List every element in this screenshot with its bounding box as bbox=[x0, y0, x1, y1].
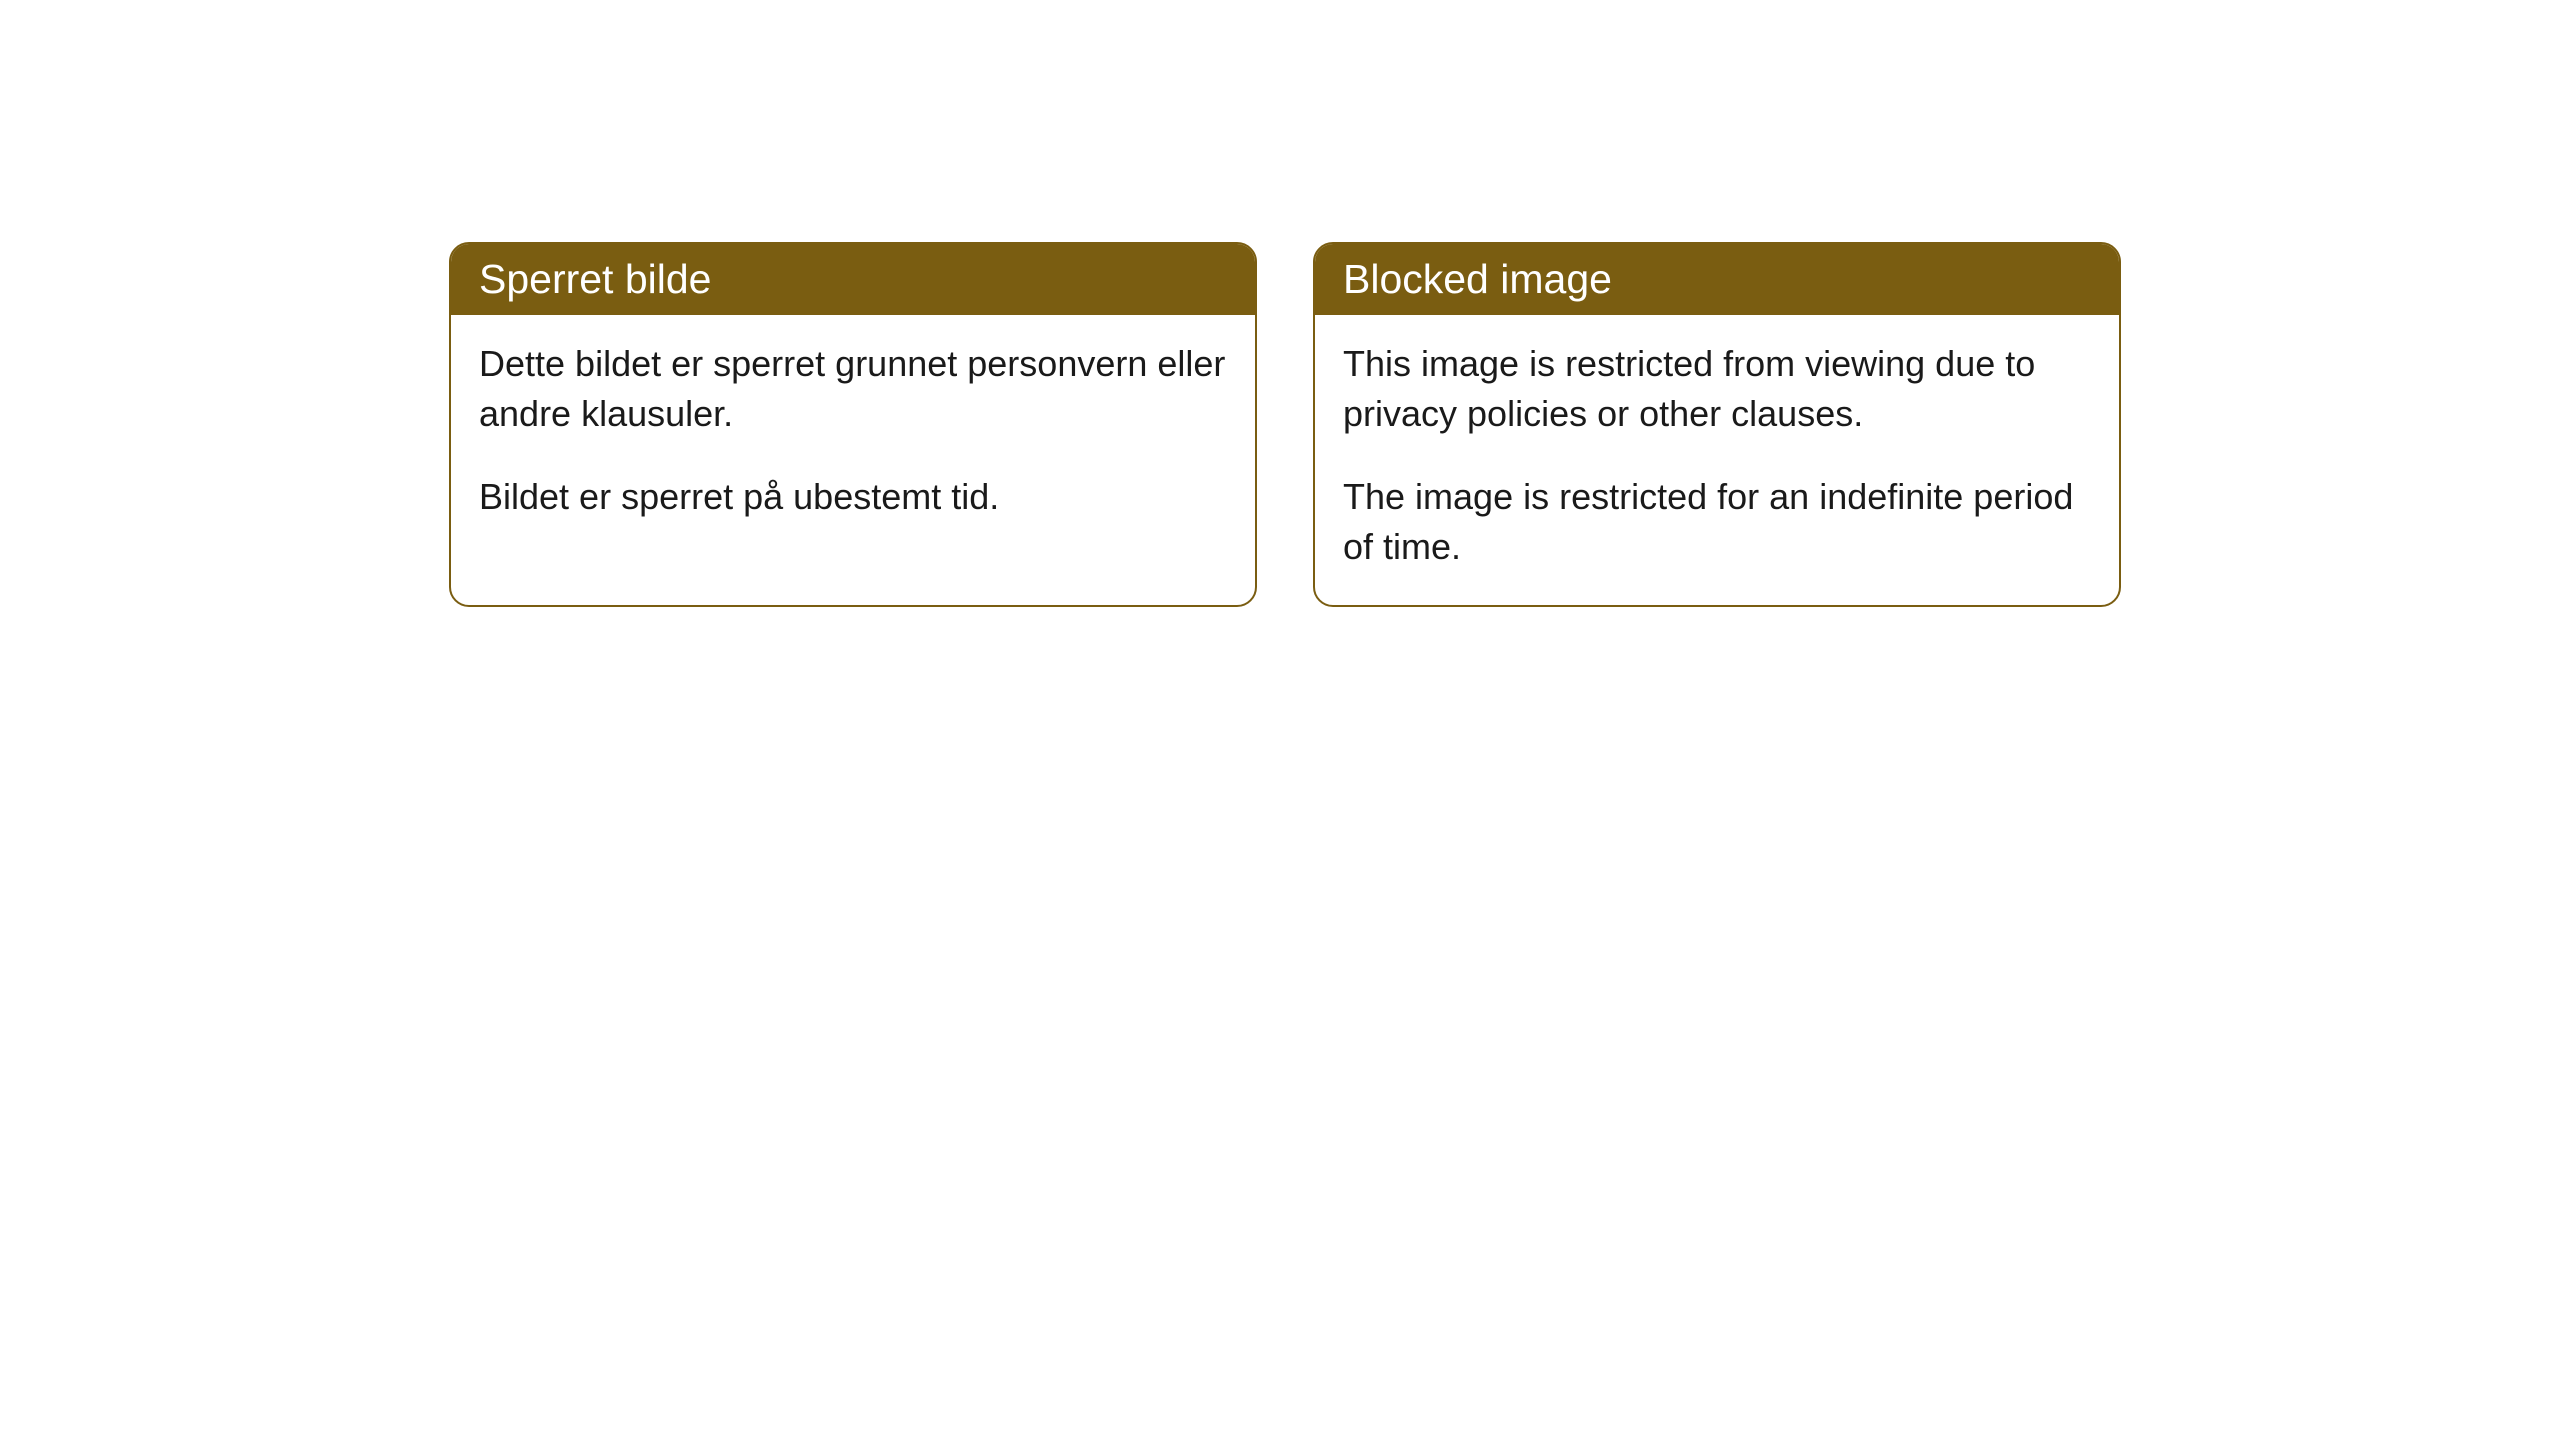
card-body: Dette bildet er sperret grunnet personve… bbox=[451, 315, 1255, 554]
blocked-image-card-english: Blocked image This image is restricted f… bbox=[1313, 242, 2121, 607]
card-paragraph: Bildet er sperret på ubestemt tid. bbox=[479, 472, 1227, 522]
card-paragraph: Dette bildet er sperret grunnet personve… bbox=[479, 339, 1227, 440]
card-title: Blocked image bbox=[1343, 256, 1612, 302]
card-title: Sperret bilde bbox=[479, 256, 711, 302]
card-header: Sperret bilde bbox=[451, 244, 1255, 315]
card-header: Blocked image bbox=[1315, 244, 2119, 315]
card-paragraph: This image is restricted from viewing du… bbox=[1343, 339, 2091, 440]
card-paragraph: The image is restricted for an indefinit… bbox=[1343, 472, 2091, 573]
card-body: This image is restricted from viewing du… bbox=[1315, 315, 2119, 605]
blocked-image-card-norwegian: Sperret bilde Dette bildet er sperret gr… bbox=[449, 242, 1257, 607]
notice-container: Sperret bilde Dette bildet er sperret gr… bbox=[449, 242, 2121, 607]
